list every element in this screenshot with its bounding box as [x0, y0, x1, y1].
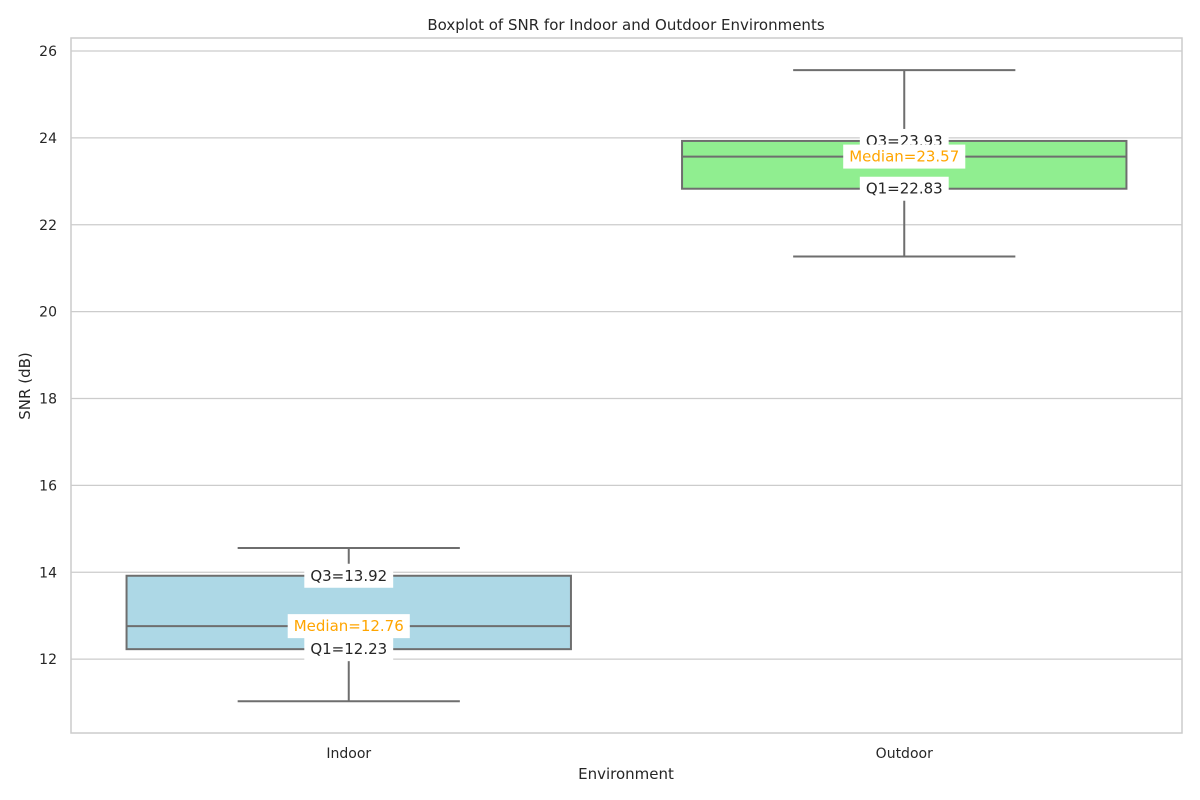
y-tick-label: 20: [39, 305, 57, 321]
median-label-background: [843, 144, 966, 169]
y-axis-label: SNR (dB): [16, 352, 34, 419]
y-tick-label: 18: [39, 392, 57, 408]
y-tick-label: 12: [39, 652, 57, 668]
y-tick-label: 26: [39, 44, 57, 60]
x-tick-label: Outdoor: [876, 746, 933, 762]
q1-label: Q1=22.83: [866, 180, 943, 198]
q1-annotation: Q1=12.23: [304, 637, 394, 662]
q3-annotation: Q3=13.92: [304, 563, 394, 588]
median-label: Median=23.57: [849, 148, 959, 166]
gridlines: [71, 50, 1182, 660]
median-annotation: Median=23.57: [843, 144, 966, 169]
y-tick-label: 24: [39, 131, 57, 147]
q1-label-background: [859, 176, 949, 201]
annotations: Q3=13.92Median=12.76Q1=12.23Q3=23.93Medi…: [287, 128, 966, 662]
y-tick-label: 16: [39, 478, 57, 494]
x-tick-labels: Indoor Outdoor: [326, 746, 933, 762]
q1-label: Q1=12.23: [310, 640, 387, 658]
q3-label-background: [304, 563, 394, 588]
y-tick-labels: 12 14 16 18 20 22 24 26: [39, 44, 57, 668]
plot-frame: [70, 37, 1183, 734]
q3-label: Q3=13.92: [310, 567, 387, 585]
median-label-background: [287, 614, 410, 639]
chart-title: Boxplot of SNR for Indoor and Outdoor En…: [427, 16, 824, 34]
y-tick-label: 22: [39, 218, 57, 234]
median-annotation: Median=12.76: [287, 614, 410, 639]
q1-annotation: Q1=22.83: [859, 176, 949, 201]
q1-label-background: [304, 637, 394, 662]
median-label: Median=12.76: [294, 617, 404, 635]
x-axis-label: Environment: [578, 765, 674, 783]
y-tick-label: 14: [39, 565, 57, 581]
boxes: [125, 69, 1128, 703]
x-tick-label: Indoor: [326, 746, 371, 762]
